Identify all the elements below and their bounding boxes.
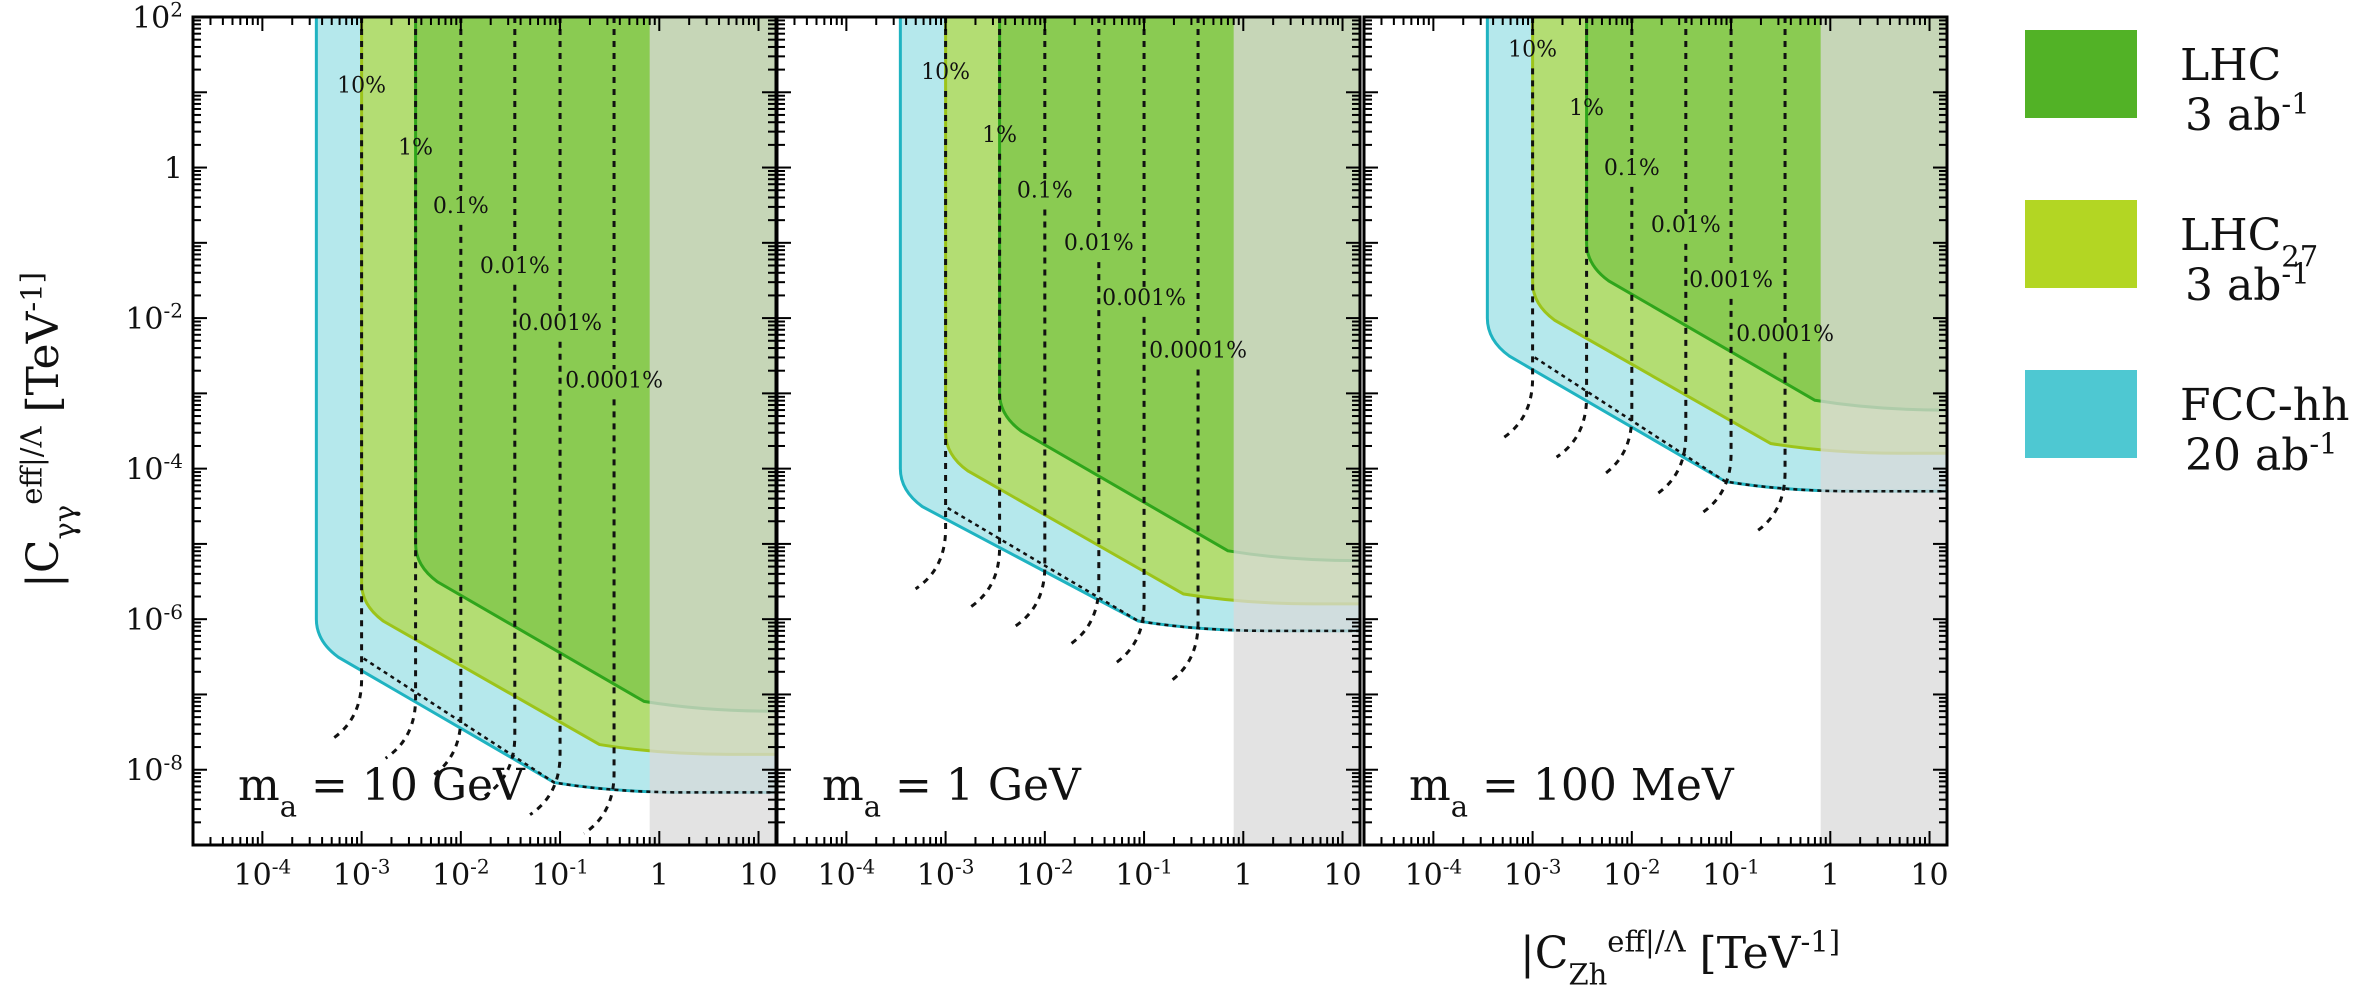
contour-label: 0.1%	[1604, 156, 1660, 181]
y-tick-label: 10-6	[125, 600, 183, 638]
panel-plot-area: 10% 1% 0.1% 0.01% 0.001% 0.0001%	[898, 17, 1360, 845]
contour-line	[1113, 17, 1146, 666]
y-axis-title: |Cγγeff|/Λ [TeV-1]	[14, 272, 81, 588]
panels: 10%1%0.1%0.01%0.001%0.0001%ma = 10 GeV10…	[125, 0, 1949, 893]
contour-line	[1013, 17, 1047, 628]
contour-line	[1555, 17, 1589, 459]
x-tick-label: 1	[1821, 858, 1840, 893]
panel-2: 10% 1% 0.1% 0.01% 0.001% 0.0001% ma = 1 GeV 10-…	[775, 15, 1362, 893]
y-tick-label: 10-8	[125, 750, 183, 788]
x-tick-label: 10	[1910, 858, 1948, 893]
x-tick-label: 10-2	[432, 855, 490, 893]
y-tick-label: 10-4	[125, 449, 183, 487]
contour-line	[1600, 17, 1634, 478]
contour-line	[429, 17, 463, 779]
x-tick-label: 1	[1234, 858, 1253, 893]
contour-label: 0.01%	[1651, 213, 1721, 238]
contour-line	[1654, 17, 1688, 497]
contour-line	[1754, 17, 1787, 534]
contour-line	[968, 17, 1002, 609]
contour-line	[914, 17, 948, 591]
x-tick-label: 1	[650, 858, 669, 893]
y-tick-label: 1	[164, 152, 183, 187]
legend-luminosity: 3 ab-1	[2185, 256, 2310, 311]
excluded-shade	[1820, 17, 1947, 845]
y-tick-label: 102	[132, 0, 183, 36]
x-tick-label: 10-3	[1504, 855, 1562, 893]
x-tick-label: 10-4	[234, 855, 292, 893]
contour-label: 0.0001%	[1736, 322, 1834, 347]
legend-label: LHC	[2180, 40, 2281, 91]
x-tick-label: 10-2	[1016, 855, 1074, 893]
panel-plot-area: 10% 1% 0.1% 0.01% 0.001% 0.0001%	[314, 17, 776, 845]
x-tick-label: 10-3	[917, 855, 975, 893]
panel-frame	[775, 15, 1362, 847]
legend-swatch	[2025, 200, 2137, 288]
x-tick-label: 10-2	[1603, 855, 1661, 893]
contour-line	[384, 17, 418, 760]
contour-label: 10%	[921, 60, 970, 85]
contour-label: 10%	[337, 73, 386, 98]
contour-label: 0.001%	[1102, 286, 1186, 311]
panel-frame	[1362, 15, 1949, 847]
contour-label: 0.001%	[1689, 268, 1773, 293]
mass-label: ma = 10 GeV	[238, 760, 526, 824]
contour-label: 0.01%	[1064, 231, 1134, 256]
x-tick-label: 10	[739, 858, 777, 893]
contour-label: 1%	[398, 135, 433, 160]
contour-label: 1%	[982, 123, 1017, 148]
panel-plot-area: 10% 1% 0.1% 0.01% 0.001% 0.0001%	[1485, 17, 1947, 845]
contour-label: 0.1%	[433, 194, 489, 219]
legend-swatch	[2025, 370, 2137, 458]
x-tick-label: 10-4	[818, 855, 876, 893]
x-tick-label: 10-3	[333, 855, 391, 893]
excluded-shade	[1233, 17, 1360, 845]
mass-label: ma = 1 GeV	[822, 760, 1082, 824]
legend-swatch	[2025, 30, 2137, 118]
contour-line	[330, 17, 364, 741]
panel-1: 10%1%0.1%0.01%0.001%0.0001%ma = 10 GeV10…	[125, 0, 777, 893]
contour-label: 0.01%	[480, 254, 550, 279]
legend-label: LHC27	[2180, 210, 2318, 274]
x-axis-title: |CZheff|/Λ [TeV-1]	[1520, 924, 1840, 991]
contour-label: 0.1%	[1017, 178, 1073, 203]
contour-line	[1700, 17, 1733, 515]
contour-label: 0.0001%	[565, 368, 663, 393]
x-tick-label: 10-1	[1115, 855, 1173, 893]
x-tick-label: 10-4	[1405, 855, 1463, 893]
contour-line	[583, 17, 616, 835]
contour-label: 10%	[1508, 37, 1557, 62]
contour-label: 0.001%	[518, 311, 602, 336]
x-tick-label: 10	[1323, 858, 1361, 893]
lower-bound-curve	[1534, 356, 1947, 493]
lower-bound-curve	[947, 506, 1360, 633]
panel-3: 10%1%0.1%0.01%0.001%0.0001%ma = 100 MeV1…	[1362, 15, 1949, 893]
mass-label: ma = 100 MeV	[1409, 760, 1735, 824]
contour-line	[1167, 17, 1200, 685]
legend-luminosity: 3 ab-1	[2185, 86, 2310, 141]
contour-label: 1%	[1569, 96, 1604, 121]
contour-line	[483, 17, 517, 798]
legend-luminosity: 20 ab-1	[2185, 426, 2338, 481]
contour-label: 0.0001%	[1149, 338, 1247, 363]
excluded-shade	[649, 17, 776, 845]
lower-bound-curve	[363, 657, 776, 794]
y-tick-label: 10-2	[125, 299, 183, 337]
legend-label: FCC-hh	[2180, 380, 2349, 431]
contour-line	[1067, 17, 1101, 647]
contour-line	[529, 17, 562, 816]
x-tick-label: 10-1	[531, 855, 589, 893]
x-tick-label: 10-1	[1702, 855, 1760, 893]
